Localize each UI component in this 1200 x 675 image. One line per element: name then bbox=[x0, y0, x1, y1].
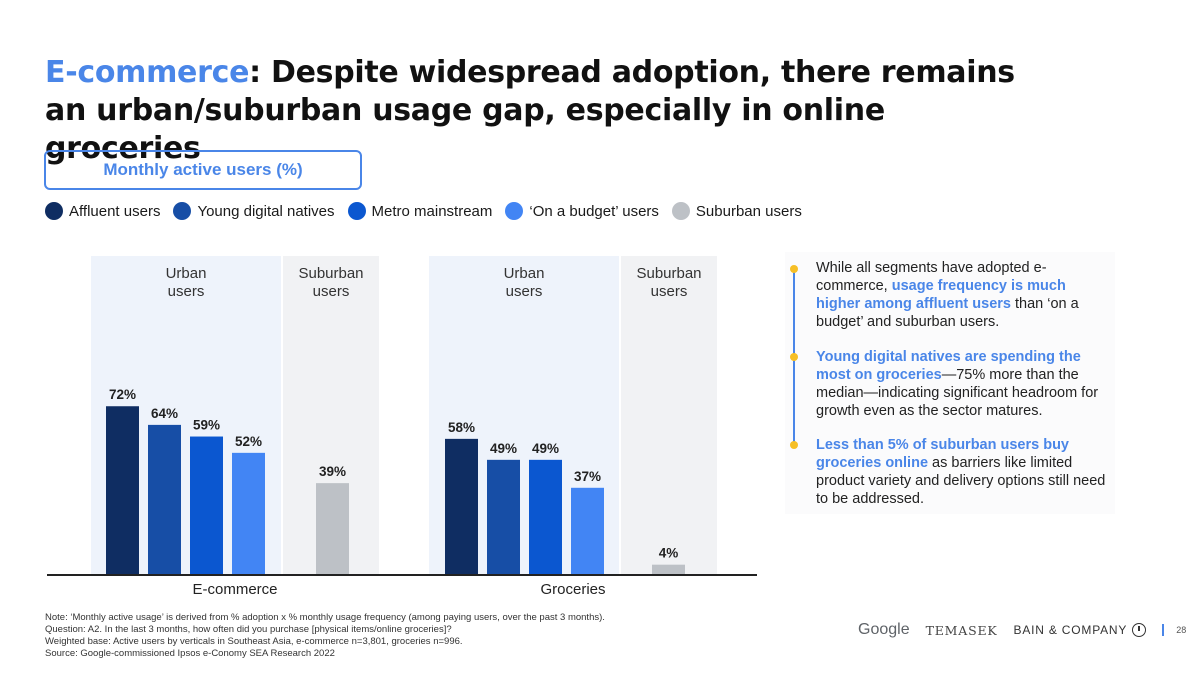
data-label: 58% bbox=[448, 420, 475, 435]
data-label: 49% bbox=[532, 441, 559, 456]
insight-highlight: usage frequency is much higher among aff… bbox=[816, 278, 1066, 312]
legend-item-suburban: Suburban users bbox=[671, 202, 802, 220]
data-label: 72% bbox=[109, 387, 136, 402]
bar bbox=[148, 424, 181, 574]
legend-label: Affluent users bbox=[69, 202, 161, 220]
panel-label-line: users bbox=[168, 283, 205, 300]
insight-text: Less than 5% of suburban users buy groce… bbox=[816, 436, 1106, 508]
panel-background bbox=[621, 256, 717, 574]
panel-label: Suburban users bbox=[636, 265, 701, 300]
page-title: E-commerce: Despite widespread adoption,… bbox=[45, 54, 1045, 168]
panel-label-line: users bbox=[313, 283, 350, 300]
insight-span: While all segments have adopted e-commer… bbox=[816, 260, 1047, 294]
bullet-dot-icon bbox=[790, 353, 798, 361]
insight-highlight: Young digital natives are spending the m… bbox=[816, 349, 1081, 383]
bar bbox=[232, 452, 265, 574]
footnotes: Note: ‘Monthly active usage’ is derived … bbox=[45, 612, 605, 660]
bullet-dot-icon bbox=[790, 265, 798, 273]
panel-label-line: users bbox=[651, 283, 688, 300]
legend-swatch bbox=[45, 202, 63, 220]
panel-label-line: users bbox=[506, 283, 543, 300]
metric-label: Monthly active users (%) bbox=[44, 150, 362, 190]
data-label: 39% bbox=[319, 464, 346, 479]
legend-label: Suburban users bbox=[695, 202, 802, 220]
bar bbox=[316, 483, 349, 574]
bar bbox=[652, 564, 685, 574]
insight-span: —75% more than the median—indicating sig… bbox=[816, 367, 1099, 419]
legend-swatch bbox=[671, 202, 690, 220]
legend-swatch bbox=[505, 202, 524, 220]
data-label: 49% bbox=[490, 441, 517, 456]
panel-label: Urban users bbox=[166, 265, 207, 300]
footnote-note: Note: ‘Monthly active usage’ is derived … bbox=[45, 612, 605, 623]
legend-swatch bbox=[347, 202, 366, 220]
bar bbox=[487, 459, 520, 574]
temasek-logo: TEMASEK bbox=[925, 622, 998, 638]
panel-label: Urban users bbox=[504, 265, 545, 300]
legend-item-on-a-budget: ‘On a budget’ users bbox=[505, 202, 659, 220]
insight-highlight: Less than 5% of suburban users buy groce… bbox=[816, 437, 1069, 471]
bar bbox=[529, 459, 562, 574]
title-accent: E-commerce bbox=[45, 55, 250, 90]
page-divider bbox=[1162, 624, 1165, 636]
footnote-source: Source: Google-commissioned Ipsos e-Cono… bbox=[45, 648, 335, 659]
insight-text: While all segments have adopted e-commer… bbox=[816, 259, 1106, 331]
legend-item-metro-mainstream: Metro mainstream bbox=[347, 202, 493, 220]
panel-label-line: Suburban bbox=[298, 265, 363, 282]
key-insights-panel bbox=[785, 252, 1115, 514]
data-label: 59% bbox=[193, 418, 220, 433]
panel-label-line: Suburban bbox=[636, 265, 701, 282]
partner-logos: Google TEMASEK BAIN & COMPANY 28 bbox=[858, 619, 1186, 641]
panel-label: Suburban users bbox=[298, 265, 363, 300]
bar bbox=[571, 487, 604, 574]
legend-label: ‘On a budget’ users bbox=[529, 202, 659, 220]
insight-text: Young digital natives are spending the m… bbox=[816, 348, 1106, 420]
insight-span: as barriers like limited product variety… bbox=[816, 455, 1106, 507]
panel-label-line: Urban bbox=[504, 265, 545, 282]
google-logo: Google bbox=[858, 621, 910, 638]
legend-label: Metro mainstream bbox=[371, 202, 493, 220]
data-label: 37% bbox=[574, 469, 601, 484]
legend-item-young-digital-natives: Young digital natives bbox=[173, 202, 335, 220]
title-rest: : Despite widespread adoption, there rem… bbox=[45, 55, 1015, 166]
footnote-question: Question: A2. In the last 3 months, how … bbox=[45, 624, 452, 635]
data-label: 64% bbox=[151, 406, 178, 421]
bar bbox=[190, 436, 223, 574]
legend-item-affluent: Affluent users bbox=[45, 202, 160, 220]
bar bbox=[106, 406, 139, 574]
legend-swatch bbox=[173, 202, 192, 220]
group-label: Groceries bbox=[540, 581, 605, 598]
data-label: 4% bbox=[659, 546, 679, 561]
panel-label-line: Urban bbox=[166, 265, 207, 282]
bain-mark-icon bbox=[1132, 623, 1147, 637]
bullet-dot-icon bbox=[790, 441, 798, 449]
bar bbox=[445, 438, 478, 574]
insight-span: than ‘on a budget’ and suburban users. bbox=[816, 296, 1079, 330]
page-number: 28 bbox=[1176, 625, 1187, 635]
chart-legend: Affluent users Young digital natives Met… bbox=[45, 200, 815, 222]
group-label: E-commerce bbox=[192, 581, 277, 598]
bain-logo: BAIN & COMPANY bbox=[1013, 623, 1128, 637]
data-label: 52% bbox=[235, 434, 262, 449]
legend-label: Young digital natives bbox=[197, 202, 335, 220]
footnote-base: Weighted base: Active users by verticals… bbox=[45, 636, 463, 647]
metric-label-text: Monthly active users (%) bbox=[103, 160, 303, 179]
